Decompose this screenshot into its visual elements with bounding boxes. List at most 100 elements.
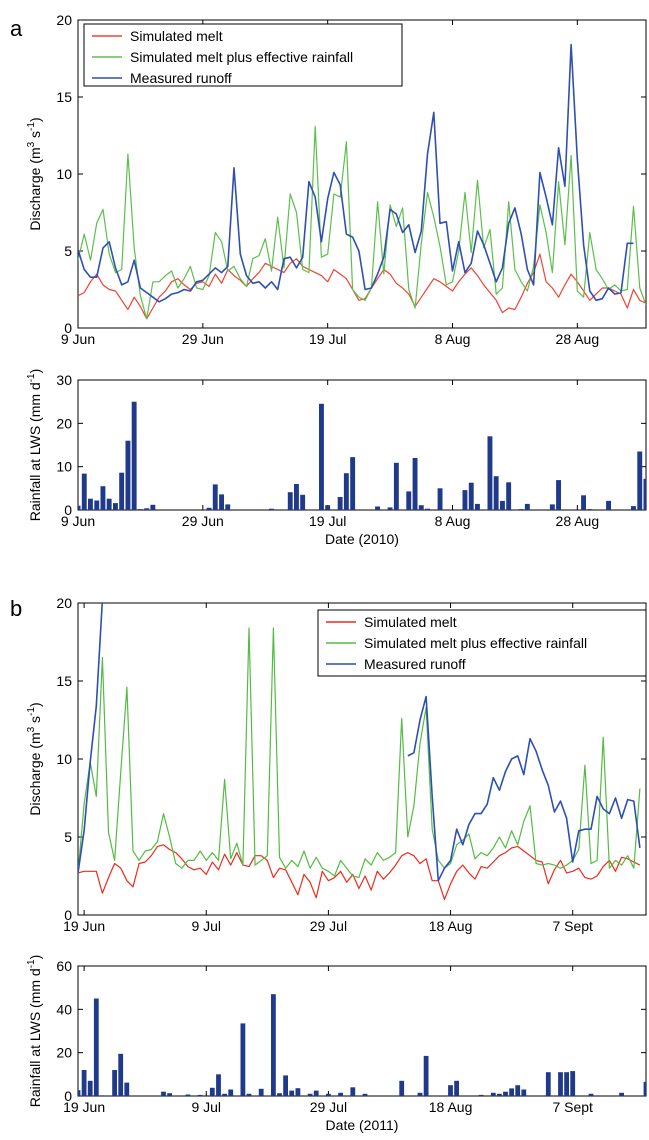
chart-a-discharge-series-line xyxy=(78,253,646,320)
chart-b-rainfall-bar xyxy=(313,1090,319,1096)
chart-a-rainfall-bar xyxy=(375,506,380,510)
chart-b-discharge-xtick-label: 7 Sept xyxy=(552,918,593,934)
chart-b-discharge-ytick-label: 5 xyxy=(64,829,72,845)
chart-a-rainfall-bar xyxy=(350,457,356,510)
chart-b-rainfall-bar xyxy=(362,1093,368,1096)
chart-a-rainfall-xtick-label: 29 Jun xyxy=(182,513,224,529)
chart-a-rainfall-bar xyxy=(269,508,274,510)
chart-b-rainfall-xtick-label: 29 Jul xyxy=(310,1099,347,1115)
chart-a-rainfall-xtick-label: 19 Jul xyxy=(309,513,346,529)
chart-a-rainfall-bar xyxy=(131,401,137,510)
chart-a-rainfall-bar xyxy=(412,458,418,510)
chart-b-rainfall-bar xyxy=(417,1092,423,1097)
chart-b-rainfall-bar xyxy=(454,1080,459,1096)
chart-a-rainfall-bar xyxy=(587,509,593,510)
chart-a-discharge-ytick-label: 20 xyxy=(56,12,72,28)
chart-a-rainfall-bar xyxy=(406,491,412,510)
chart-b-discharge-ylabel-part: 3 xyxy=(26,726,37,732)
chart-b-rainfall-ylabel: Rainfall at LWS (mm d-1) xyxy=(26,955,43,1108)
chart-b-rainfall-bar xyxy=(307,1093,313,1096)
charts-layer: 0 5 10 15 20 9 Jun 29 Jun 19 Jul 8 Aug 28 Aug Simu… xyxy=(26,12,647,1133)
chart-a-discharge-ytick-label: 15 xyxy=(56,89,72,105)
chart-a-rainfall-bar xyxy=(549,504,555,510)
chart-a-rainfall-bar xyxy=(437,488,443,510)
chart-a-rainfall-bar xyxy=(88,498,93,510)
chart-a-rainfall-bar xyxy=(425,508,430,510)
chart-a-discharge-ylabel-part: Discharge (m xyxy=(27,147,43,230)
chart-b-rainfall-bar xyxy=(326,1093,331,1096)
chart-a-rainfall-ytick-label: 0 xyxy=(64,502,72,518)
chart-a-rainfall-bar xyxy=(325,505,331,510)
chart-a-rainfall-xtick-label: 28 Aug xyxy=(556,513,600,529)
chart-b-discharge-legend: Simulated melt Simulated melt plus effect… xyxy=(317,609,647,677)
chart-b-discharge-series-line xyxy=(78,603,641,882)
chart-b-rainfall-bar xyxy=(81,1070,87,1096)
chart-a-rainfall-bar xyxy=(518,509,524,510)
chart-b-rainfall-bar xyxy=(197,1094,203,1096)
chart-a-discharge-legend-label: Simulated melt plus effective rainfall xyxy=(130,49,353,65)
chart-a-rainfall-bar xyxy=(219,494,224,510)
chart-b-rainfall-bar xyxy=(423,1055,429,1096)
chart-b-rainfall-bars xyxy=(78,994,646,1097)
chart-b-discharge-axes: 0 5 10 15 20 19 Jun 9 Jul 29 Jul 18 Aug 7 Sept Sim… xyxy=(26,595,647,934)
chart-b-rainfall-bar xyxy=(545,1072,551,1096)
chart-b-rainfall-bar xyxy=(619,1092,624,1097)
chart-a-rainfall-bar xyxy=(150,504,156,510)
chart-a-rainfall-bar xyxy=(125,440,131,510)
chart-a-rainfall-ytick-label: 20 xyxy=(56,415,72,431)
chart-a-rainfall-bar xyxy=(294,484,299,510)
chart-a-rainfall-bar xyxy=(100,486,106,510)
chart-b-rainfall-bar xyxy=(93,998,99,1096)
chart-b-rainfall-bar xyxy=(185,1094,191,1096)
chart-b-rainfall-ytick-label: 0 xyxy=(64,1088,72,1104)
chart-a-discharge-ylabel: Discharge (m3 s-1) xyxy=(26,117,43,230)
chart-b-rainfall-bar xyxy=(490,1092,496,1097)
chart-b-discharge-xtick-label: 19 Jun xyxy=(63,918,105,934)
chart-a-discharge-ylabel-part: 3 xyxy=(26,141,37,147)
chart-b-rainfall-xtick-label: 7 Sept xyxy=(552,1099,593,1115)
chart-a-rainfall-bar xyxy=(319,403,324,510)
chart-b-rainfall-bar xyxy=(167,1093,172,1096)
chart-b-rainfall-xtick-label: 9 Jul xyxy=(191,1099,221,1115)
chart-a-rainfall-bar xyxy=(343,473,349,510)
chart-b-discharge-legend-box xyxy=(317,609,647,677)
chart-a-rainfall-bar xyxy=(500,500,505,510)
chart-a-rainfall-bar xyxy=(78,505,81,510)
chart-a-rainfall-bar xyxy=(387,507,393,510)
chart-b-rainfall-bar xyxy=(295,1088,301,1096)
chart-a-rainfall-bar xyxy=(643,478,646,510)
chart-a-rainfall-xlabel: Date (2010) xyxy=(325,531,399,547)
chart-b-rainfall-bar xyxy=(643,1081,646,1096)
chart-a-rainfall-ylabel: Rainfall at LWS (mm d-1) xyxy=(26,369,43,522)
chart-a-discharge-ylabel-part: -1 xyxy=(26,122,37,131)
chart-a-discharge-ytick-label: 10 xyxy=(56,166,72,182)
panel-label-b: b xyxy=(10,596,22,621)
chart-a-rainfall-bar xyxy=(468,482,474,510)
chart-a-rainfall-ylabel-part: ) xyxy=(27,369,43,374)
chart-b-discharge-ytick-label: 10 xyxy=(56,751,72,767)
chart-a-rainfall-bar xyxy=(506,482,512,510)
chart-a-discharge-ytick-label: 5 xyxy=(64,243,72,259)
chart-b-rainfall-bar xyxy=(112,1070,117,1096)
panel-label-a: a xyxy=(10,16,23,41)
chart-a-rainfall-ylabel-part: Rainfall at LWS (mm d xyxy=(27,382,43,521)
chart-a-discharge-xtick-label: 8 Aug xyxy=(435,331,471,347)
chart-a-discharge-ytick-label: 0 xyxy=(64,320,72,336)
chart-b-discharge-legend-label: Simulated melt plus effective rainfall xyxy=(364,635,587,651)
chart-a-rainfall-bar xyxy=(418,505,424,510)
chart-b-rainfall-bar xyxy=(478,1094,484,1096)
chart-a-discharge-legend-label: Simulated melt xyxy=(130,28,223,44)
chart-b-rainfall-bar xyxy=(240,1023,246,1096)
chart-b-rainfall-bar xyxy=(515,1085,521,1096)
chart-b-rainfall-bar xyxy=(448,1085,453,1096)
chart-b-rainfall-ytick-label: 40 xyxy=(56,1001,72,1017)
chart-b-discharge-series-line xyxy=(78,627,641,879)
chart-b-rainfall-ytick-label: 60 xyxy=(56,958,72,974)
chart-a-discharge-legend-label: Measured runoff xyxy=(130,70,232,86)
chart-a-rainfall-bar xyxy=(287,492,293,510)
chart-a-rainfall-bar xyxy=(113,503,118,510)
chart-a-discharge-ylabel-part: s xyxy=(27,131,43,142)
chart-a-discharge-legend-box xyxy=(83,23,403,87)
chart-a-rainfall-bar xyxy=(631,506,636,510)
chart-a-discharge-series-line xyxy=(78,125,646,320)
